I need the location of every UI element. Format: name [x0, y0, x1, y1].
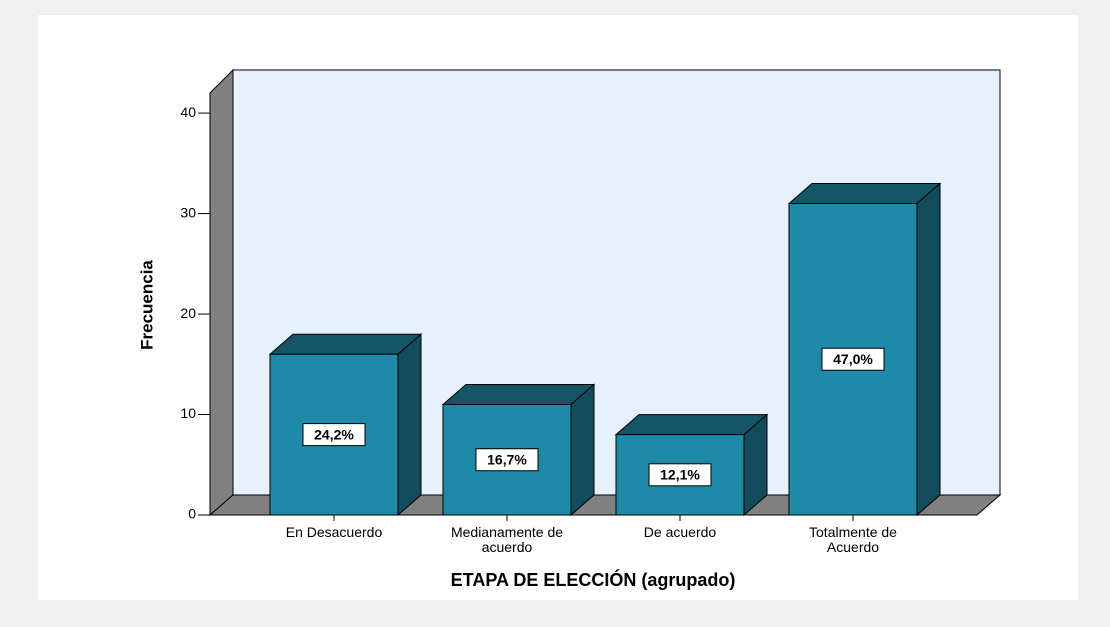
- bar-side: [916, 182, 941, 517]
- bar-top: [268, 333, 423, 355]
- x-tick-label: Totalmente de Acuerdo: [809, 524, 897, 555]
- y-tick-label: 30: [180, 204, 196, 220]
- x-tick-label: Medianamente de acuerdo: [450, 524, 564, 555]
- bar-top: [787, 183, 942, 205]
- bar-top: [614, 414, 769, 436]
- y-tick-label: 10: [180, 405, 196, 421]
- y-axis-title: Frecuencia: [137, 260, 156, 350]
- data-label: 24,2%: [314, 426, 354, 442]
- bar-side: [397, 333, 422, 517]
- data-label: 47,0%: [833, 351, 873, 367]
- data-label-box: [475, 448, 539, 472]
- side-wall: [209, 68, 234, 517]
- y-tick-label: 20: [180, 305, 196, 321]
- data-label-box: [821, 347, 885, 371]
- bar-top: [441, 383, 596, 405]
- x-tick-label: En Desacuerdo: [285, 524, 383, 540]
- data-label-box: [648, 463, 712, 487]
- x-axis-title: ETAPA DE ELECCIÓN (agrupado): [451, 569, 736, 590]
- y-tick-label: 0: [188, 506, 196, 522]
- y-tick-label: 40: [180, 104, 196, 120]
- x-tick-label: De acuerdo: [643, 524, 717, 540]
- data-label-box: [302, 423, 366, 447]
- data-label: 16,7%: [487, 451, 527, 467]
- data-label: 12,1%: [660, 467, 700, 483]
- bar-side: [570, 383, 595, 517]
